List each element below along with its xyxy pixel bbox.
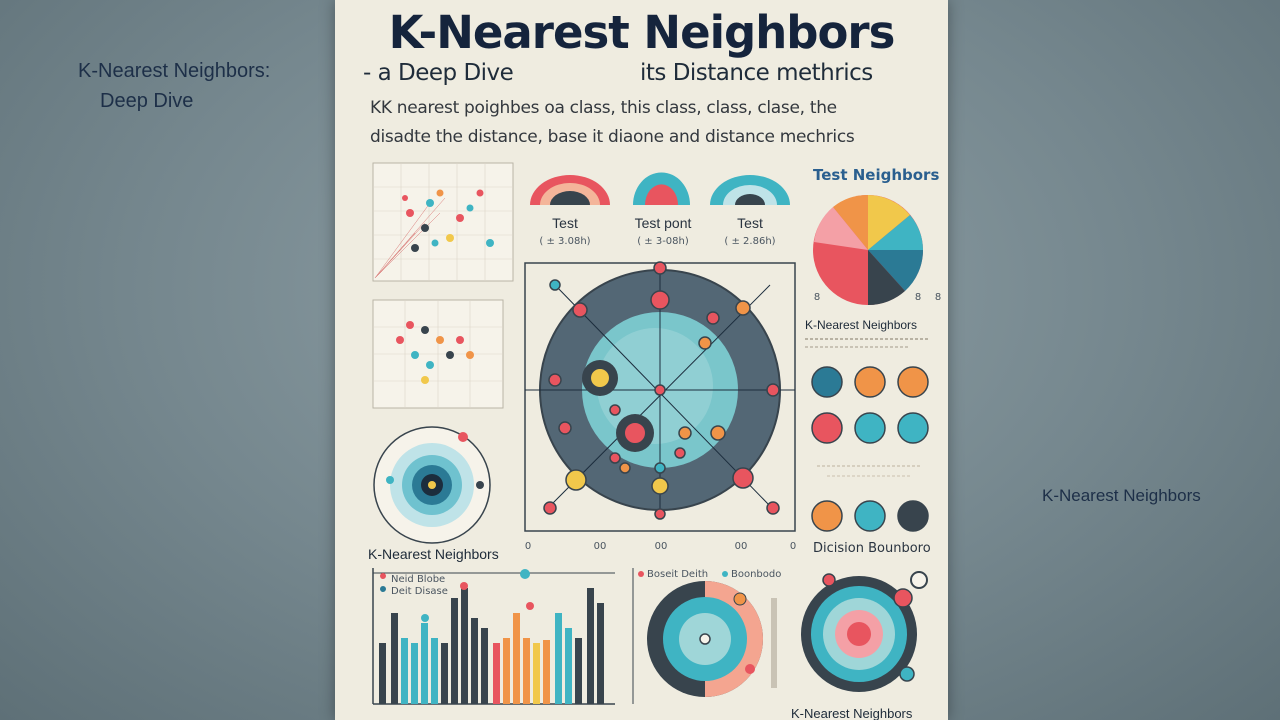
axis-tick-2: 00 [654, 541, 668, 552]
poster-title: K-Nearest Neighbors [388, 6, 896, 59]
knn-label-center: K-Nearest Neighbors [368, 546, 499, 562]
knn-label-bottom: K-Nearest Neighbors [791, 706, 913, 720]
decision-boundary-label: Dicision Bounboro [813, 541, 931, 556]
scatter-plot-top-left [372, 162, 514, 282]
infographic-poster: K-Nearest Neighbors - a Deep Dive its Di… [335, 0, 948, 720]
class-dot-grid [811, 366, 929, 532]
test-value-3: ( ± 2.86h) [724, 236, 776, 247]
side-label-right: K-Nearest Neighbors [1042, 486, 1201, 505]
poster-subtitle-left: - a Deep Dive [363, 60, 514, 86]
test-label-3: Test [737, 215, 763, 231]
pie-chart [813, 194, 924, 306]
target-diagram-bottom-right [801, 571, 928, 692]
axis-tick-0: 0 [524, 541, 532, 552]
poster-description-line1: KK nearest poighbes oa class, this class… [370, 98, 837, 118]
poster-subtitle-right: its Distance methrics [640, 60, 873, 86]
poster-description-line2: disadte the distance, base it diaone and… [370, 127, 855, 147]
test-value-2: ( ± 3-08h) [637, 236, 689, 247]
axis-tick-4: 0 [789, 541, 797, 552]
target-diagram-left [373, 426, 491, 544]
test-label-1: Test [552, 215, 578, 231]
pie-tick-3: 8 [934, 292, 942, 303]
side-title-line1: K-Nearest Neighbors: [78, 60, 271, 82]
side-title-line2: Deep Dive [100, 90, 194, 112]
target-diagram-bottom-middle [632, 568, 777, 704]
semicircle-icons [530, 172, 790, 205]
test-value-1: ( ± 3.08h) [539, 236, 591, 247]
target-legend-2: Boonbodo [731, 569, 782, 580]
central-knn-diagram [524, 261, 796, 532]
test-label-2: Test pont [634, 215, 692, 231]
bar-chart-bottom [372, 568, 615, 705]
pie-tick-2: 8 [914, 292, 922, 303]
scatter-plot-middle-left [372, 299, 504, 409]
bar-legend-2: Deit Disase [391, 586, 448, 597]
axis-tick-3: 00 [734, 541, 748, 552]
text-placeholder-lines [805, 338, 930, 348]
bar-legend-1: Neid Blobe [391, 574, 446, 585]
axis-tick-1: 00 [593, 541, 607, 552]
target-legend-1: Boseit Deith [647, 569, 709, 580]
test-neighbors-heading: Test Neighbors [813, 166, 940, 184]
pie-tick-1: 8 [813, 292, 821, 303]
knn-label-right: K-Nearest Neighbors [805, 318, 918, 332]
